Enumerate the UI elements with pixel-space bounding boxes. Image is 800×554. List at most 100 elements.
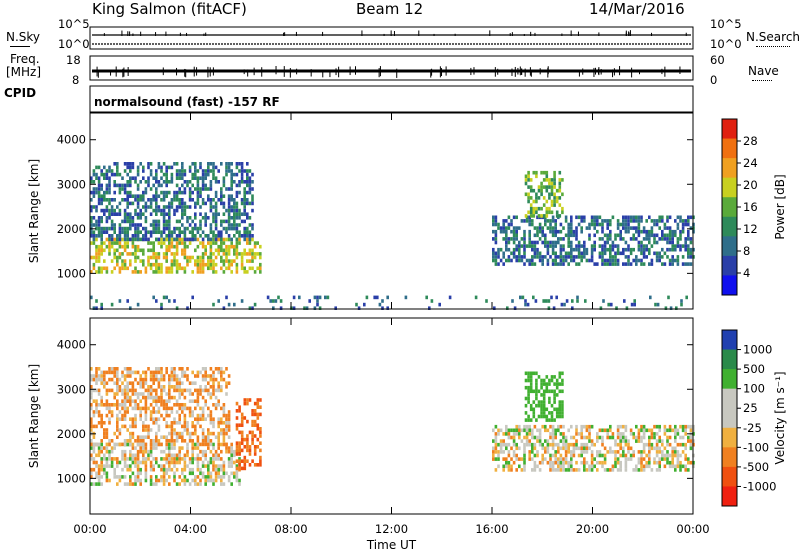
data-cell bbox=[160, 392, 163, 396]
data-cell bbox=[225, 442, 228, 447]
data-cell bbox=[550, 185, 554, 189]
data-cell bbox=[637, 468, 641, 472]
data-cell bbox=[160, 374, 163, 378]
data-cell bbox=[152, 381, 155, 385]
data-cell bbox=[238, 478, 241, 483]
data-cell bbox=[168, 208, 171, 213]
data-cell bbox=[527, 178, 530, 182]
data-cell bbox=[134, 399, 137, 403]
data-cell bbox=[186, 377, 189, 382]
data-cell bbox=[542, 185, 546, 189]
data-cell bbox=[549, 435, 552, 440]
data-cell bbox=[549, 226, 552, 230]
data-cell bbox=[181, 381, 184, 385]
data-cell bbox=[186, 262, 189, 267]
data-cell bbox=[110, 388, 114, 393]
data-cell bbox=[525, 244, 529, 248]
data-cell bbox=[663, 446, 667, 451]
data-cell bbox=[144, 406, 148, 411]
data-cell bbox=[256, 445, 260, 449]
data-cell bbox=[95, 237, 98, 242]
data-cell bbox=[248, 176, 252, 180]
data-cell bbox=[622, 432, 625, 436]
data-cell bbox=[580, 229, 583, 234]
data-cell bbox=[674, 464, 677, 469]
nsky-legend-line bbox=[10, 46, 30, 47]
data-cell bbox=[95, 187, 98, 191]
data-cell bbox=[536, 215, 539, 220]
colorbar-segment bbox=[722, 216, 737, 237]
data-cell bbox=[175, 194, 179, 198]
data-cell bbox=[186, 464, 189, 468]
data-cell bbox=[100, 449, 103, 454]
data-cell bbox=[230, 446, 233, 450]
data-cell bbox=[152, 399, 155, 403]
data-cell bbox=[113, 392, 116, 396]
data-cell bbox=[105, 183, 109, 188]
data-cell bbox=[212, 403, 215, 407]
data-cell bbox=[554, 258, 557, 263]
data-cell bbox=[253, 302, 257, 307]
data-cell bbox=[212, 169, 215, 173]
data-cell bbox=[246, 230, 249, 234]
data-cell bbox=[627, 226, 630, 230]
data-cell bbox=[123, 198, 127, 202]
data-cell bbox=[562, 457, 565, 461]
data-cell bbox=[134, 230, 137, 234]
data-cell bbox=[535, 396, 538, 401]
data-cell bbox=[134, 413, 137, 418]
data-cell bbox=[645, 442, 648, 447]
data-cell bbox=[248, 448, 252, 453]
data-cell bbox=[555, 414, 559, 419]
data-cell bbox=[562, 435, 565, 440]
data-cell bbox=[238, 466, 241, 471]
data-cell bbox=[162, 212, 166, 216]
data-cell bbox=[110, 460, 114, 465]
data-cell bbox=[116, 406, 119, 411]
data-cell bbox=[554, 453, 557, 458]
data-cell bbox=[100, 467, 103, 472]
data-cell bbox=[144, 381, 148, 385]
data-cell bbox=[207, 471, 210, 476]
data-cell bbox=[506, 306, 509, 310]
data-cell bbox=[611, 468, 615, 472]
data-cell bbox=[558, 382, 562, 386]
data-cell bbox=[655, 219, 659, 223]
data-cell bbox=[502, 464, 505, 469]
data-cell bbox=[212, 392, 215, 396]
data-cell bbox=[596, 439, 599, 443]
data-cell bbox=[90, 198, 93, 202]
data-cell bbox=[129, 431, 132, 436]
data-cell bbox=[134, 388, 137, 393]
data-cell bbox=[142, 198, 145, 202]
data-cell bbox=[640, 219, 643, 223]
data-cell bbox=[207, 392, 210, 396]
data-cell bbox=[175, 421, 179, 425]
data-cell bbox=[598, 222, 602, 227]
data-cell bbox=[533, 262, 537, 266]
data-cell bbox=[551, 262, 555, 266]
data-cell bbox=[168, 406, 171, 411]
data-cell bbox=[629, 215, 633, 220]
data-cell bbox=[170, 367, 174, 371]
data-cell bbox=[658, 464, 661, 469]
data-cell bbox=[144, 377, 148, 382]
data-cell bbox=[575, 460, 578, 465]
data-cell bbox=[277, 295, 280, 300]
data-cell bbox=[555, 393, 559, 397]
data-cell bbox=[640, 468, 643, 472]
data-cell bbox=[518, 255, 521, 259]
data-cell bbox=[246, 190, 249, 195]
data-cell bbox=[227, 162, 231, 166]
data-cell bbox=[524, 181, 528, 186]
data-cell bbox=[162, 180, 166, 184]
data-cell bbox=[183, 403, 187, 407]
data-cell bbox=[248, 234, 252, 238]
data-cell bbox=[196, 392, 200, 396]
data-cell bbox=[507, 255, 511, 259]
data-cell bbox=[173, 471, 176, 476]
data-cell bbox=[217, 244, 220, 249]
data-cell bbox=[246, 237, 249, 242]
data-cell bbox=[118, 417, 122, 421]
